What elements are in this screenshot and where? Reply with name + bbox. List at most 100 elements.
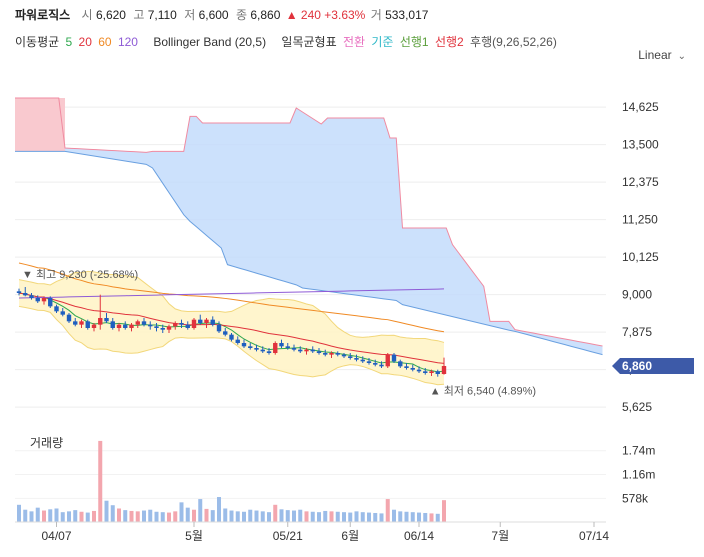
candle-body bbox=[254, 348, 259, 350]
candle-body bbox=[41, 298, 47, 302]
volume-bar bbox=[67, 511, 71, 522]
volume-bar bbox=[304, 511, 309, 522]
candle-body bbox=[441, 366, 447, 374]
y-tick-label: 5,625 bbox=[622, 400, 652, 414]
candle-body bbox=[135, 321, 140, 325]
ma120-line bbox=[18, 288, 445, 299]
candle-body bbox=[191, 319, 197, 328]
volume-value: 533,017 bbox=[385, 8, 429, 22]
candle-body bbox=[173, 323, 178, 327]
volume-bar bbox=[60, 512, 65, 522]
low-annotation: ▲ 최저 6,540 (4.89%) bbox=[430, 385, 536, 398]
x-tick-label: 07/14 bbox=[579, 529, 609, 543]
volume-bar bbox=[42, 510, 46, 522]
ma-60[interactable]: 60 bbox=[98, 35, 112, 49]
ma-20[interactable]: 20 bbox=[78, 35, 92, 49]
ichimoku-label[interactable]: 일목균형표 bbox=[281, 35, 337, 49]
ma-label[interactable]: 이동평균 bbox=[15, 35, 60, 49]
volume-bar bbox=[285, 510, 290, 522]
candle-body bbox=[373, 363, 378, 365]
candle-body bbox=[335, 353, 340, 355]
candle-body bbox=[429, 371, 434, 373]
volume-bar bbox=[160, 512, 165, 522]
volume-bar bbox=[360, 512, 365, 522]
stock-header: 파워로직스 시 6,620 고 7,110 저 6,600 종 6,860 ▲ … bbox=[15, 6, 430, 24]
candle-body bbox=[285, 346, 290, 348]
volume-bar bbox=[204, 508, 209, 522]
current-price-tag bbox=[612, 358, 694, 374]
candle-body bbox=[91, 324, 97, 328]
candle-body bbox=[398, 361, 403, 367]
volume-bar bbox=[104, 500, 109, 522]
candle-body bbox=[391, 354, 397, 362]
volume-bar bbox=[335, 511, 340, 522]
candle-body bbox=[279, 343, 284, 347]
candle-body bbox=[54, 306, 59, 312]
high-annotation: ▼ 최고 9,230 (-25.68%) bbox=[22, 268, 138, 281]
volume-bar bbox=[248, 509, 253, 522]
cloud-area-bullish bbox=[15, 98, 65, 152]
ichimoku-lagging[interactable]: 후행(9,26,52,26) bbox=[470, 35, 557, 49]
candle-body bbox=[185, 324, 190, 328]
price-annotations: ▼ 최고 9,230 (-25.68%) ▲ 최저 6,540 (4.89%) bbox=[22, 268, 536, 398]
bollinger-label[interactable]: Bollinger Band (20,5) bbox=[153, 35, 267, 49]
volume-bar bbox=[398, 511, 403, 522]
candle-body bbox=[198, 319, 203, 323]
ma20-line bbox=[18, 292, 445, 364]
candle-body bbox=[179, 323, 184, 325]
y-tick-label: 9,000 bbox=[622, 288, 652, 302]
volume-bar bbox=[129, 510, 134, 522]
bollinger-band bbox=[19, 271, 444, 385]
ichimoku-span1[interactable]: 선행1 bbox=[399, 35, 429, 49]
ma-5[interactable]: 5 bbox=[65, 35, 73, 49]
candle-body bbox=[148, 324, 153, 327]
candle-body bbox=[154, 326, 159, 328]
candle-body bbox=[16, 291, 22, 293]
volume-panel-bg bbox=[15, 430, 606, 522]
chevron-down-icon: ⌄ bbox=[677, 51, 686, 62]
ichimoku-conversion[interactable]: 전환 bbox=[342, 35, 366, 49]
candle-body bbox=[48, 298, 53, 307]
candle-body bbox=[141, 321, 147, 325]
bollinger-fill bbox=[19, 271, 444, 385]
candle-body bbox=[204, 319, 209, 323]
close-value: 6,860 bbox=[250, 8, 281, 22]
candle-body bbox=[435, 371, 440, 374]
volume-bar bbox=[342, 512, 346, 522]
ichimoku-span2[interactable]: 선행2 bbox=[434, 35, 464, 49]
volume-bar bbox=[442, 500, 446, 522]
volume-bar bbox=[79, 511, 84, 522]
volume-bar bbox=[417, 512, 421, 522]
volume-bar bbox=[279, 509, 284, 522]
candle-body bbox=[79, 321, 84, 325]
candle-body bbox=[73, 321, 78, 325]
candle-body bbox=[98, 318, 103, 325]
candle-body bbox=[160, 328, 165, 330]
candle-body bbox=[85, 321, 90, 328]
candle-body bbox=[66, 314, 72, 322]
candle-body bbox=[423, 371, 428, 373]
volume-bar bbox=[373, 512, 378, 522]
volume-bar bbox=[54, 508, 59, 522]
high-value: 7,110 bbox=[147, 8, 177, 22]
candle-body bbox=[348, 356, 353, 358]
scale-dropdown[interactable]: Linear ⌄ bbox=[638, 48, 686, 62]
volume-bar bbox=[273, 504, 278, 522]
candle-body bbox=[23, 293, 28, 296]
candle-body bbox=[129, 324, 134, 328]
volume-bar bbox=[154, 511, 159, 522]
ichimoku-span1-line bbox=[15, 97, 603, 347]
volume-bar bbox=[267, 512, 271, 522]
volume-bar bbox=[217, 497, 221, 522]
open-label: 시 bbox=[81, 8, 93, 22]
ma-120[interactable]: 120 bbox=[117, 35, 138, 49]
candle-body bbox=[316, 351, 322, 353]
ichimoku-span2-line bbox=[15, 150, 603, 356]
volume-bar bbox=[142, 510, 146, 522]
candle-body bbox=[323, 353, 328, 355]
candle-body bbox=[104, 318, 109, 322]
volume-bar bbox=[167, 512, 171, 522]
ichimoku-base[interactable]: 기준 bbox=[371, 35, 394, 49]
